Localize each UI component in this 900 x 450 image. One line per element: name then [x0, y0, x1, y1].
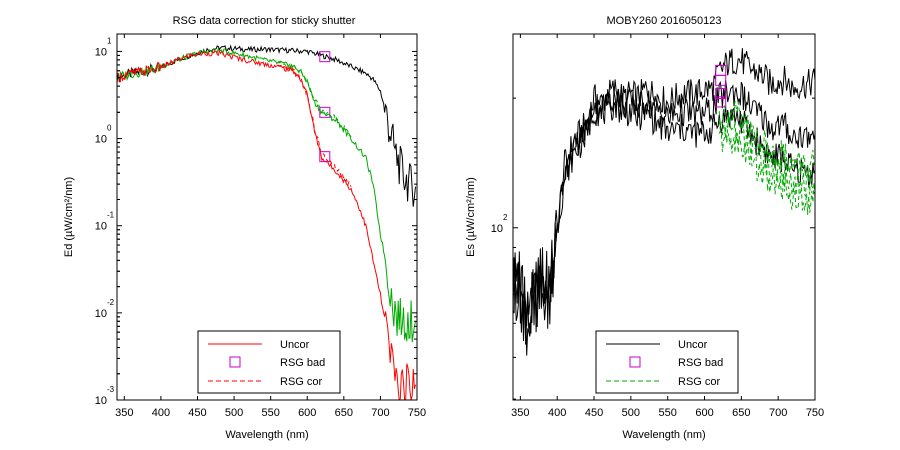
- left-ytick-exponent-0: -3: [107, 385, 115, 394]
- left-rsg-bad-marker-0: [319, 51, 331, 63]
- right-x-ticks: 350 400 450 500 550 600 650 700 750: [511, 34, 824, 419]
- right-series-0-curve-2: [513, 92, 815, 345]
- left-ytick-base-1: 10: [95, 308, 107, 320]
- left-rsg-bad-marker-2: [319, 151, 331, 163]
- right-series-2-curve-2: [718, 127, 815, 215]
- right-rsg-bad-marker-2: [715, 88, 727, 100]
- left-ytick-exponent-2: -1: [107, 211, 115, 220]
- left-legend-box: [197, 330, 341, 394]
- left-panel: RSG data correction for sticky shutter 3…: [63, 15, 426, 441]
- right-series-0-curve-1: [513, 80, 815, 356]
- left-legend-uncor-label: Uncor: [280, 339, 310, 351]
- left-ytick-exponent-4: 1: [107, 36, 112, 45]
- left-xtick-label-6: 650: [335, 407, 353, 419]
- right-series-0-curve-0: [513, 48, 815, 342]
- left-xtick-label-8: 750: [408, 407, 426, 419]
- right-legend-uncor-label: Uncor: [678, 339, 708, 351]
- right-xtick-label-1: 400: [548, 407, 566, 419]
- left-series-0-curve-1: [117, 47, 416, 343]
- right-ytick-base-0: 10: [491, 223, 503, 235]
- right-xtick-label-5: 600: [695, 407, 713, 419]
- left-legend: Uncor RSG bad RSG cor: [197, 330, 341, 394]
- left-xtick-label-5: 600: [298, 407, 316, 419]
- right-series-group: [513, 48, 815, 356]
- left-series-2-curve-0: [277, 60, 352, 138]
- right-legend-rsgbad-label: RSG bad: [678, 357, 723, 369]
- left-xtick-label-4: 550: [261, 407, 279, 419]
- left-x-axis-label: Wavelength (nm): [225, 429, 308, 441]
- left-series-0-curve-0: [117, 44, 416, 207]
- left-legend-rsgbad-marker: [229, 356, 241, 368]
- left-series-0-curve-2: [117, 49, 416, 400]
- left-xtick-label-0: 350: [115, 407, 133, 419]
- left-legend-rsgcor-label: RSG cor: [280, 376, 323, 388]
- left-series-2-curve-1: [277, 64, 352, 187]
- right-x-axis-label: Wavelength (nm): [622, 429, 705, 441]
- right-ytick-exponent-0: 2: [503, 213, 508, 222]
- right-plot-area: [513, 48, 815, 356]
- right-legend-box: [595, 330, 739, 394]
- right-rsg-bad-marker-1: [715, 74, 727, 86]
- left-plot-area: [117, 44, 416, 400]
- right-axes-frame: [512, 33, 816, 401]
- left-ytick-base-3: 10: [95, 134, 107, 146]
- right-series-2-curve-0: [718, 100, 815, 179]
- left-xtick-label-1: 400: [152, 407, 170, 419]
- left-ytick-base-0: 10: [95, 395, 107, 407]
- right-xtick-label-8: 750: [806, 407, 824, 419]
- left-y-axis-label: Ed (µW/cm²/nm): [63, 177, 75, 257]
- right-xtick-label-2: 450: [585, 407, 603, 419]
- left-ytick-base-4: 10: [95, 46, 107, 58]
- right-xtick-label-4: 550: [659, 407, 677, 419]
- left-x-ticks: 350 400 450 500 550 600 650 700 750: [115, 34, 426, 419]
- left-xtick-label-3: 500: [225, 407, 243, 419]
- right-xtick-label-7: 700: [769, 407, 787, 419]
- left-ytick-exponent-3: 0: [107, 124, 112, 133]
- right-legend-rsgcor-label: RSG cor: [678, 376, 721, 388]
- left-ytick-exponent-1: -2: [107, 298, 115, 307]
- left-rsg-bad-marker-1: [319, 106, 331, 118]
- right-rsg-bad-marker-3: [715, 96, 727, 108]
- right-legend: Uncor RSG bad RSG cor: [595, 330, 739, 394]
- right-panel: MOBY260 2016050123 350 400 450 500 550 600 650…: [465, 15, 824, 441]
- right-xtick-label-0: 350: [511, 407, 529, 419]
- right-y-ticks: 102: [491, 97, 815, 400]
- right-chart-title: MOBY260 2016050123: [607, 15, 722, 27]
- right-xtick-label-6: 650: [732, 407, 750, 419]
- left-ytick-base-2: 10: [95, 221, 107, 233]
- right-legend-rsgbad-marker: [629, 356, 641, 368]
- left-xtick-label-2: 450: [188, 407, 206, 419]
- left-legend-rsgbad-label: RSG bad: [280, 357, 325, 369]
- right-xtick-label-3: 500: [622, 407, 640, 419]
- left-series-group: [117, 44, 416, 400]
- right-y-axis-label: Es (µW/cm²/nm): [465, 177, 477, 257]
- left-axes-frame: [116, 33, 418, 401]
- left-xtick-label-7: 700: [371, 407, 389, 419]
- left-chart-title: RSG data correction for sticky shutter: [173, 15, 356, 27]
